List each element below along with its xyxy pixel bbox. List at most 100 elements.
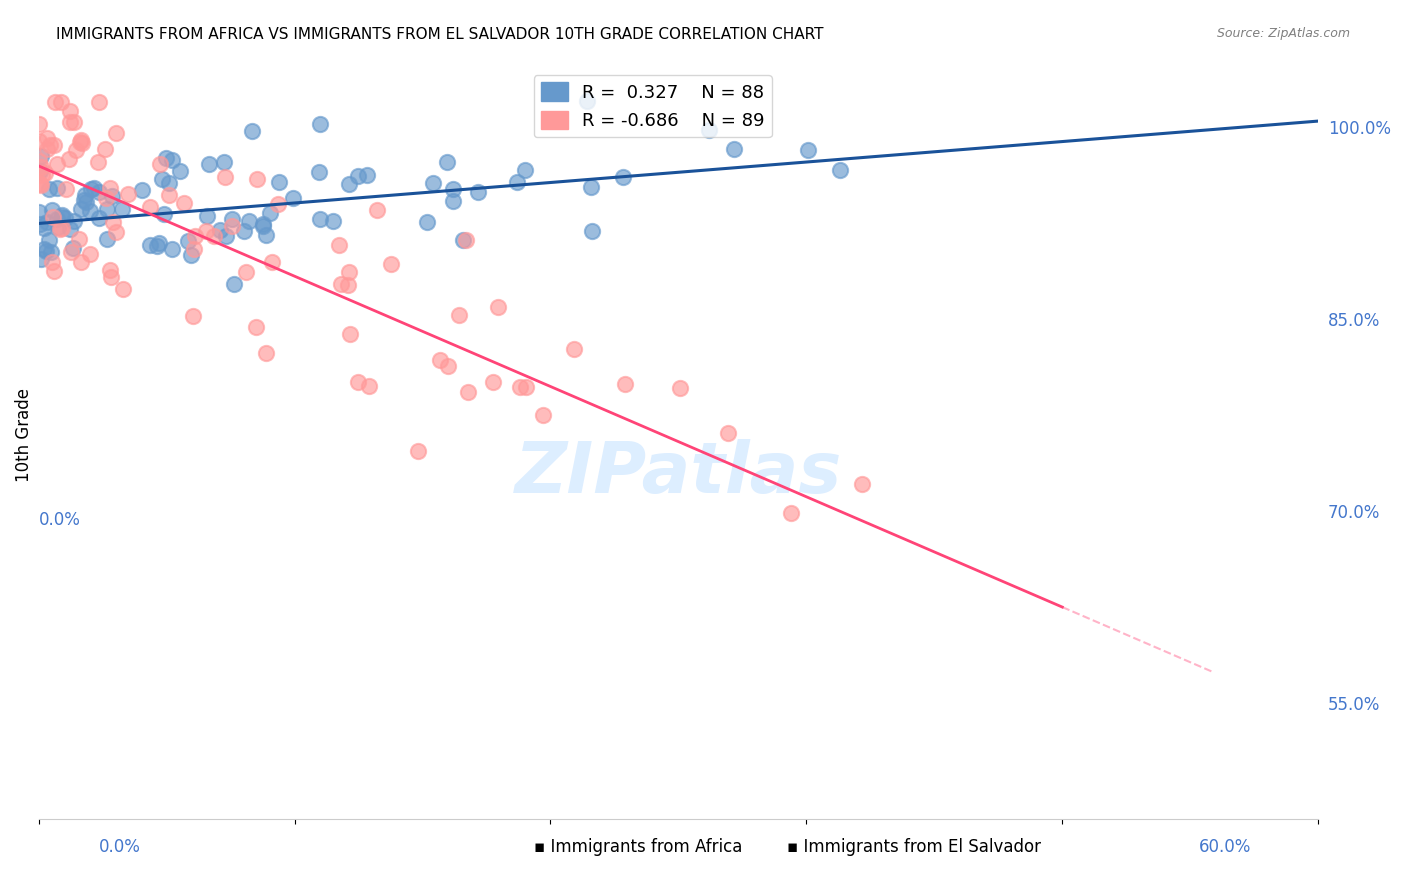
Point [139,237,162,252]
Point [267,196,290,211]
Point [509,379,531,393]
Point [111,202,134,216]
Point [38,138,60,153]
Point [101,215,124,229]
Point [41,254,63,268]
Point [252,217,274,231]
Point [51,208,73,222]
Point [32,220,55,235]
Point [94,142,117,156]
Point [87,185,110,199]
Point [380,257,402,271]
Point [195,224,218,238]
Point [456,233,478,247]
Point [59,114,82,128]
Point [406,443,429,458]
Point [32,242,55,256]
Point [34,166,56,180]
Point [79,247,101,261]
Point [339,265,361,279]
Point [564,343,586,357]
Point [429,353,451,368]
Point [112,282,135,296]
Point [221,219,243,234]
Point [73,193,96,207]
Point [30,217,52,231]
Point [283,191,305,205]
Point [75,194,97,209]
Point [149,157,172,171]
Point [457,384,479,399]
Point [437,359,460,374]
Point [797,144,820,158]
Point [366,203,388,218]
Point [482,375,505,389]
Point [356,168,378,182]
Point [155,152,177,166]
Point [195,209,218,223]
Point [30,252,52,267]
Point [30,160,52,174]
Text: IMMIGRANTS FROM AFRICA VS IMMIGRANTS FROM EL SALVADOR 10TH GRADE CORRELATION CHA: IMMIGRANTS FROM AFRICA VS IMMIGRANTS FRO… [56,27,824,42]
Point [39,245,62,260]
Point [177,234,200,248]
Point [63,214,86,228]
Point [28,178,51,192]
Point [42,264,65,278]
Point [780,507,803,521]
Text: ▪ Immigrants from El Salvador: ▪ Immigrants from El Salvador [787,838,1042,856]
Point [245,320,267,334]
Point [38,233,60,247]
Point [131,184,153,198]
Point [515,380,537,394]
Point [238,214,260,228]
Point [322,213,344,227]
Point [62,241,84,255]
Point [60,244,83,259]
Text: 60.0%: 60.0% [1199,838,1251,856]
Point [35,244,58,258]
Point [59,221,82,235]
Point [222,277,245,291]
Point [89,211,111,225]
Point [146,239,169,253]
Point [347,169,370,183]
Point [28,153,51,168]
Point [436,155,458,169]
Text: 0.0%: 0.0% [38,511,80,530]
Point [100,269,122,284]
Point [209,223,232,237]
Point [41,203,63,218]
Point [581,224,603,238]
Point [214,154,236,169]
Point [173,195,195,210]
Point [67,232,90,246]
Point [53,211,76,225]
Point [851,477,873,491]
Point [69,135,91,149]
Point [180,248,202,262]
Point [70,202,93,216]
Y-axis label: 10th Grade: 10th Grade [15,388,32,482]
Point [668,381,690,395]
Point [153,207,176,221]
Point [70,255,93,269]
Point [79,204,101,219]
Point [233,224,256,238]
Point [160,242,183,256]
Text: Source: ZipAtlas.com: Source: ZipAtlas.com [1216,27,1350,40]
Point [46,180,69,194]
Point [531,408,554,422]
Point [169,163,191,178]
Point [579,179,602,194]
Point [830,163,852,178]
Point [309,212,332,227]
Point [467,186,489,200]
Point [45,212,67,227]
Point [506,175,529,189]
Point [42,211,65,225]
Point [515,163,537,178]
Point [198,157,221,171]
Point [28,204,51,219]
Point [157,187,180,202]
